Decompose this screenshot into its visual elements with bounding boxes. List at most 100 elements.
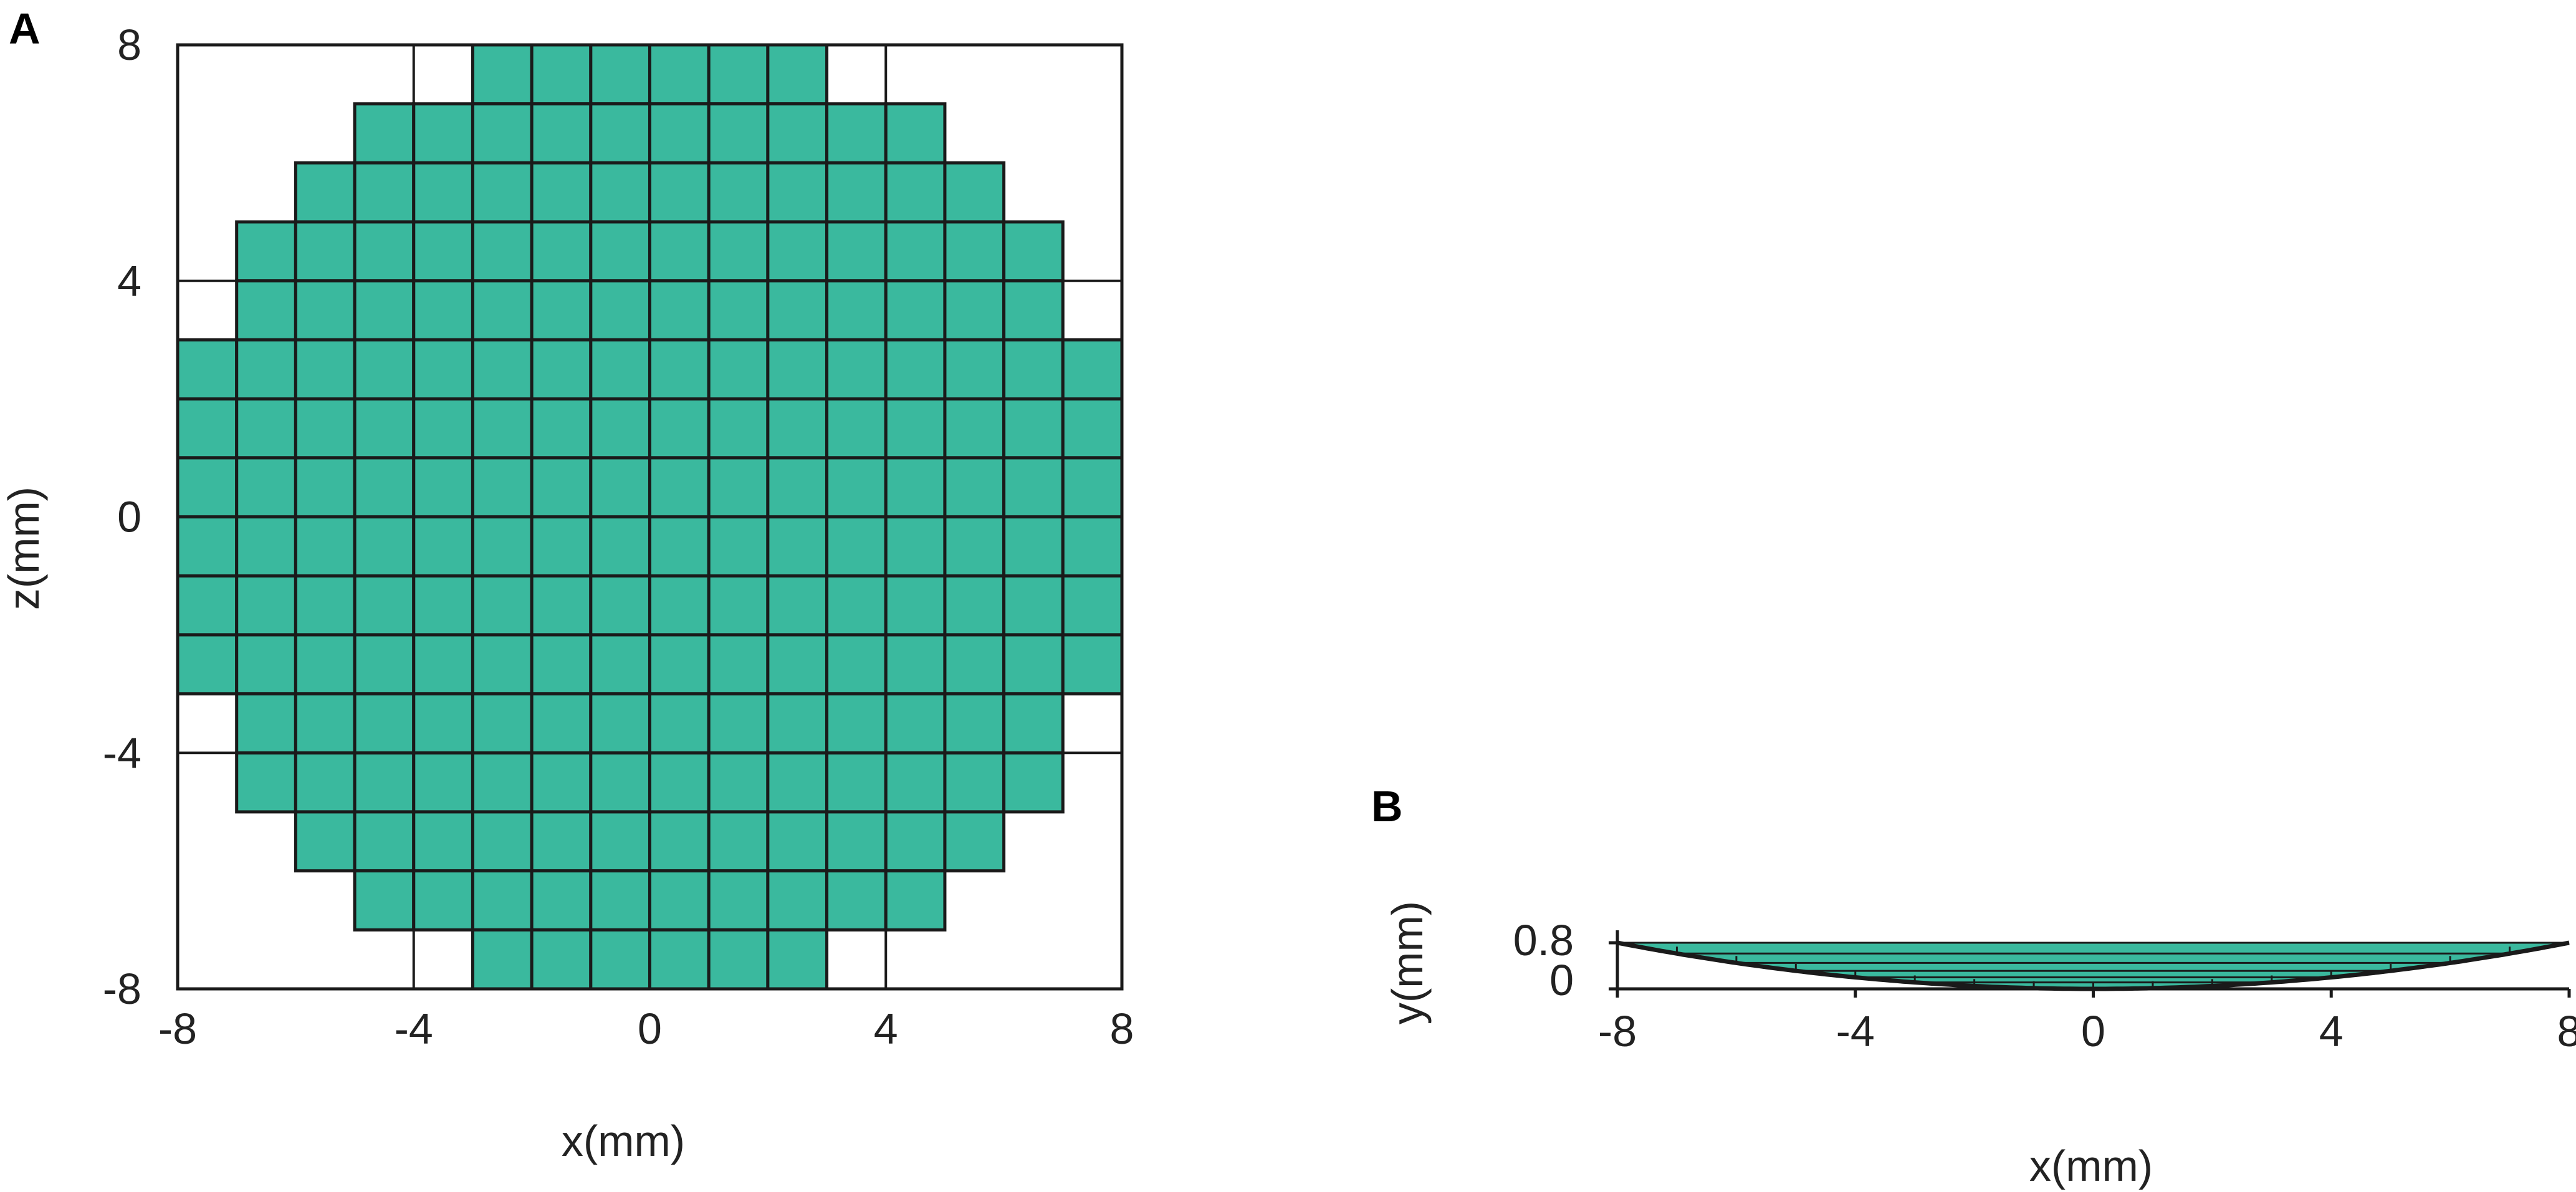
panel-a-element-cell (176, 456, 239, 518)
panel-a-element-cell (707, 43, 770, 106)
panel-a-element-cell (766, 220, 829, 283)
panel-a-element-cell (1002, 279, 1065, 341)
panel-a-element-cell (707, 338, 770, 401)
panel-a-x-ticks: -8 -4 0 4 8 (158, 1004, 1134, 1053)
panel-a-element-cell (943, 692, 1006, 755)
panel-a-element-cell (412, 161, 474, 224)
panel-a-element-cell (412, 515, 474, 578)
panel-a-element-cell (943, 574, 1006, 637)
panel-a-y-tick-label: 8 (117, 21, 141, 69)
panel-a-element-cell (825, 692, 888, 755)
panel-a-element-cell (766, 456, 829, 518)
panel-a-element-cell (471, 633, 534, 696)
panel-a-element-cell (1061, 515, 1124, 578)
panel-a-element-cell (353, 161, 416, 224)
panel-b-x-ticks: -8 -4 0 4 8 (1598, 989, 2576, 1056)
panel-a-element-cell (943, 515, 1006, 578)
panel-a-element-cell (235, 574, 297, 637)
panel-a-element-cell (766, 810, 829, 873)
panel-a-element-cell (943, 810, 1006, 873)
panel-a-element-cell (353, 220, 416, 283)
panel-b-y-ticks: 00.8 (1513, 916, 1617, 1004)
panel-a-element-cell (825, 220, 888, 283)
panel-a-y-tick-label: -8 (103, 965, 141, 1013)
panel-a-element-cell (943, 220, 1006, 283)
panel-a-element-cell (471, 279, 534, 341)
panel-a-element-cell (884, 220, 947, 283)
panel-a-element-cell (1002, 633, 1065, 696)
panel-a-element-cell (471, 574, 534, 637)
panel-a-element-cell (589, 338, 651, 401)
panel-a-element-cell (766, 574, 829, 637)
panel-a-element-cell (589, 43, 651, 106)
panel-a-element-cell (648, 102, 711, 164)
panel-a-element-cell (589, 928, 651, 991)
panel-a-element-cell (412, 338, 474, 401)
panel-a-element-cell (589, 161, 651, 224)
panel-a-element-cell (412, 456, 474, 518)
panel-a-element-cell (412, 869, 474, 932)
panel-a-element-cell (884, 633, 947, 696)
panel-a-element-cell (825, 456, 888, 518)
panel-a-element-cell (648, 574, 711, 637)
panel-a-element-cell (766, 279, 829, 341)
panel-a-element-cell (707, 515, 770, 578)
panel-a-element-cell (1061, 397, 1124, 460)
panel-a-element-cell (589, 692, 651, 755)
panel-a-element-cell (353, 338, 416, 401)
panel-a-element-cell (1002, 574, 1065, 637)
panel-a-element-cell (766, 397, 829, 460)
panel-a-element-cell (235, 220, 297, 283)
panel-a-element-cell (1002, 397, 1065, 460)
panel-a-element-cell (648, 397, 711, 460)
panel-a-element-cell (176, 574, 239, 637)
panel-a-element-cell (884, 161, 947, 224)
panel-a-element-cell (176, 397, 239, 460)
panel-a-element-cell (353, 515, 416, 578)
panel-a-element-cell (648, 692, 711, 755)
panel-a-element-cell (294, 633, 357, 696)
panel-a-element-cell (648, 456, 711, 518)
panel-a-element-cell (471, 692, 534, 755)
panel-a-element-cell (471, 928, 534, 991)
panel-a-element-cell (530, 574, 593, 637)
panel-a-element-cell (707, 810, 770, 873)
panel-a-element-cell (766, 869, 829, 932)
panel-a-element-cell (943, 456, 1006, 518)
panel-a-axes-frame (176, 43, 1124, 991)
panel-a-x-tick-label: 8 (1110, 1004, 1134, 1053)
panel-a-element-cell (825, 810, 888, 873)
panel-a-element-cell (353, 692, 416, 755)
panel-a-element-cell (648, 161, 711, 224)
panel-a-element-cell (353, 633, 416, 696)
panel-a-element-cell (589, 633, 651, 696)
panel-a-element-cell (707, 633, 770, 696)
panel-b: B -8 -4 0 4 8 00.8 x(mm) y(mm) (1371, 782, 2576, 1190)
panel-a-element-cell (294, 397, 357, 460)
panel-a-element-cell (707, 161, 770, 224)
panel-a-element-cell (589, 515, 651, 578)
panel-a-element-cell (884, 397, 947, 460)
panel-a-element-cell (412, 279, 474, 341)
panel-a-element-cell (589, 397, 651, 460)
panel-a-element-cell (471, 810, 534, 873)
panel-a-element-cell (707, 102, 770, 164)
panel-a-element-cell (707, 220, 770, 283)
panel-a-element-cell (235, 515, 297, 578)
panel-a-element-cell (530, 692, 593, 755)
panel-a-element-cell (1061, 574, 1124, 637)
panel-a-element-cell (884, 515, 947, 578)
panel-a-element-cell (176, 633, 239, 696)
panel-a-element-cell (589, 574, 651, 637)
panel-a-element-cell (766, 692, 829, 755)
panel-a-element-cell (530, 751, 593, 814)
panel-a-element-cell (648, 633, 711, 696)
panel-a-element-cell (825, 161, 888, 224)
panel-a-element-cell (943, 397, 1006, 460)
panel-a-element-cell (412, 220, 474, 283)
panel-a-element-cell (471, 456, 534, 518)
panel-a-x-axis-label: x(mm) (562, 1117, 685, 1165)
panel-b-x-tick-label: 0 (2081, 1007, 2105, 1056)
panel-a-element-cell (707, 869, 770, 932)
panel-a-element-cell (648, 43, 711, 106)
